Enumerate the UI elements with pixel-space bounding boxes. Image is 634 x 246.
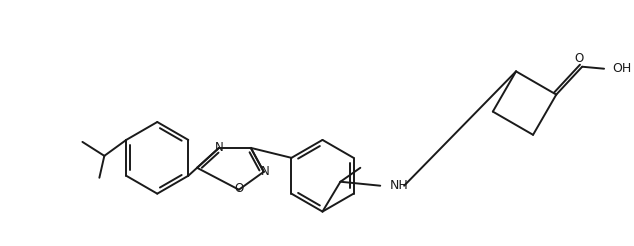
Text: O: O [574,52,584,65]
Text: O: O [234,182,243,195]
Text: NH: NH [390,179,409,192]
Text: N: N [261,165,269,178]
Text: OH: OH [612,62,631,75]
Text: N: N [214,141,223,154]
